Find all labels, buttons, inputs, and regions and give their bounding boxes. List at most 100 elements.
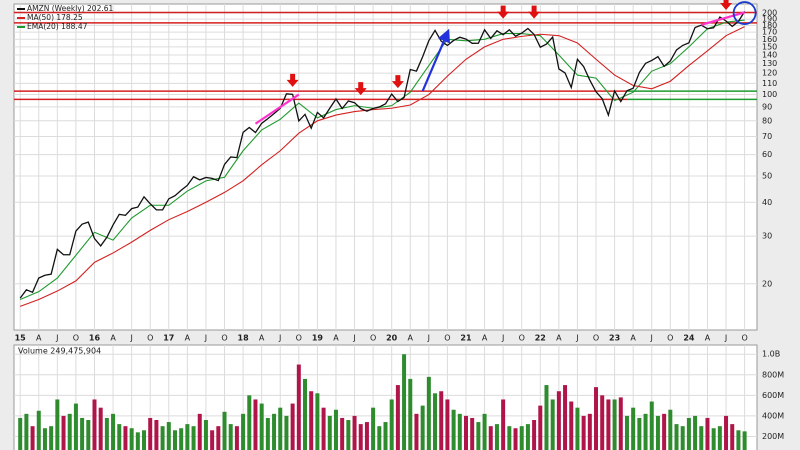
- y-tick-label: 200: [762, 9, 777, 18]
- volume-bar: [618, 397, 623, 450]
- volume-bar: [321, 407, 326, 450]
- volume-bar: [612, 399, 617, 450]
- x-tick-label: A: [630, 334, 636, 343]
- volume-bar: [358, 424, 363, 450]
- volume-bar: [724, 415, 729, 450]
- volume-bar: [364, 422, 369, 450]
- volume-bar: [247, 395, 252, 450]
- highlight-circle: [732, 1, 757, 25]
- volume-bar: [736, 430, 741, 450]
- volume-bar: [73, 403, 78, 450]
- volume-bar: [730, 424, 735, 450]
- volume-bar: [197, 413, 202, 450]
- y-tick-label: 600M: [762, 391, 784, 400]
- y-tick-label: 1.0B: [762, 350, 780, 359]
- volume-bar: [290, 403, 295, 450]
- volume-bar: [395, 385, 400, 450]
- volume-bar: [117, 424, 122, 450]
- volume-bar: [309, 391, 314, 450]
- volume-bar: [575, 407, 580, 450]
- x-tick-label: O: [147, 334, 153, 343]
- x-tick-label: J: [724, 334, 727, 343]
- y-tick-label: 70: [762, 132, 772, 141]
- volume-bar: [67, 413, 72, 450]
- down-arrow: [497, 5, 510, 19]
- trendline: [421, 28, 451, 92]
- volume-bar: [241, 413, 246, 450]
- x-tick-label: J: [575, 334, 578, 343]
- price-line: [19, 11, 746, 299]
- volume-bar: [631, 407, 636, 450]
- volume-bar: [179, 428, 184, 450]
- volume-bar: [185, 424, 190, 450]
- y-tick-label: 100: [762, 90, 777, 99]
- legend-label: AMZN (Weekly) 202.61: [27, 4, 114, 13]
- volume-bar: [402, 354, 407, 450]
- volume-bar: [501, 399, 506, 450]
- volume-bar: [216, 426, 221, 450]
- volume-bar: [154, 420, 159, 450]
- volume-bar: [414, 413, 419, 450]
- x-tick-label: 23: [609, 334, 620, 343]
- volume-bar: [668, 409, 673, 450]
- volume-bar: [600, 395, 605, 450]
- x-tick-label: J: [55, 334, 58, 343]
- volume-bar: [55, 399, 60, 450]
- x-tick-label: J: [501, 334, 504, 343]
- volume-bar: [61, 415, 66, 450]
- volume-bar: [253, 399, 258, 450]
- volume-bar: [24, 413, 29, 450]
- volume-bar: [705, 417, 710, 450]
- volume-bar: [643, 413, 648, 450]
- volume-bar: [36, 410, 41, 450]
- volume-bar: [674, 424, 679, 450]
- volume-bar: [655, 415, 660, 450]
- volume-bar: [742, 431, 747, 450]
- x-tick-label: J: [352, 334, 355, 343]
- volume-bar: [519, 426, 524, 450]
- volume-bar: [420, 405, 425, 450]
- volume-bar: [303, 378, 308, 450]
- volume-bar: [166, 422, 171, 450]
- y-tick-label: 400M: [762, 411, 784, 420]
- volume-bar: [191, 426, 196, 450]
- volume-bar: [693, 415, 698, 450]
- volume-bar: [408, 378, 413, 450]
- volume-bar: [606, 399, 611, 450]
- volume-bar: [680, 426, 685, 450]
- volume-bar: [507, 426, 512, 450]
- volume-bar: [717, 426, 722, 450]
- volume-bar: [340, 417, 345, 450]
- volume-bar: [284, 415, 289, 450]
- legend-label: EMA(20) 188.47: [27, 22, 88, 31]
- volume-bar: [433, 393, 438, 450]
- x-tick-label: O: [370, 334, 376, 343]
- y-tick-label: 200M: [762, 432, 784, 441]
- x-tick-label: A: [556, 334, 562, 343]
- volume-bar: [383, 422, 388, 450]
- trendline: [254, 93, 300, 125]
- x-tick-label: J: [278, 334, 281, 343]
- volume-bar: [649, 401, 654, 450]
- volume-bar: [278, 407, 283, 450]
- x-tick-label: O: [667, 334, 673, 343]
- x-tick-label: A: [110, 334, 116, 343]
- volume-bar: [352, 415, 357, 450]
- volume-bar: [222, 411, 227, 450]
- x-tick-label: A: [408, 334, 414, 343]
- volume-title: Volume 249,475,904: [18, 347, 101, 356]
- y-tick-label: 150: [762, 42, 777, 51]
- x-tick-label: A: [333, 334, 339, 343]
- x-tick-label: O: [593, 334, 599, 343]
- volume-bar: [550, 399, 555, 450]
- x-tick-label: 15: [15, 334, 27, 343]
- x-tick-label: J: [427, 334, 430, 343]
- volume-bar: [228, 424, 233, 450]
- volume-bar: [86, 420, 91, 450]
- volume-bar: [371, 407, 376, 450]
- x-tick-label: O: [444, 334, 450, 343]
- down-arrow: [528, 5, 541, 19]
- down-arrow: [720, 0, 733, 11]
- volume-bar: [426, 376, 431, 450]
